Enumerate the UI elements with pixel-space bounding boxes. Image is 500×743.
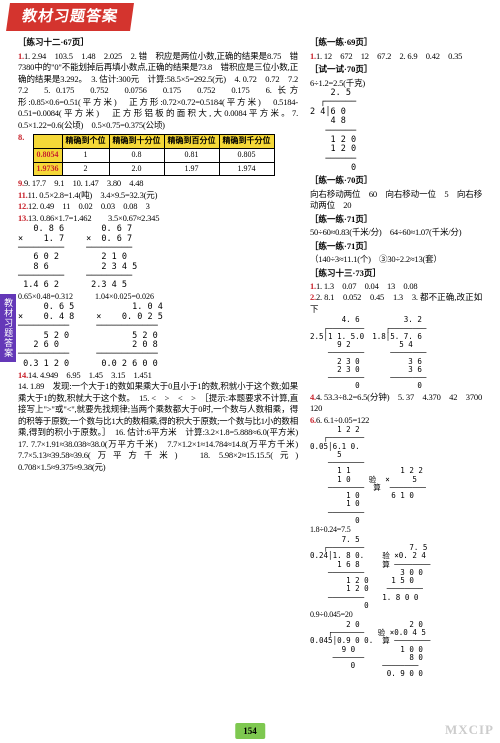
table-row: 0.8054 1 0.8 0.81 0.805	[33, 148, 274, 162]
p12-text: 12. 0.49 11 0.02 0.03 0.08 3	[28, 201, 150, 211]
calc-ab: 0. 8 6 × 1. 7 ───────── 6 0 2 8 6 ──────…	[18, 225, 298, 290]
td: 0.8054	[33, 148, 62, 162]
td: 0.8	[109, 148, 164, 162]
th-1: 精确到个位	[62, 135, 109, 149]
p15-text: 14. 1.89 发现:一个大于1的数如果乘大于0且小于1的数,积就小于这个数;…	[18, 381, 306, 471]
r6b-text: 2. 8.1 0.052 0.45 1.3 3. 都不正确,改正如下	[310, 292, 482, 313]
sec-r6: ［练习十三·73页］	[310, 268, 482, 279]
r1: 1.1. 12 672 12 67.2 2. 6.9 0.42 0.35	[310, 51, 482, 62]
td: 0.81	[164, 148, 219, 162]
table-row: 精确到个位 精确到十分位 精确到百分位 精确到千分位	[33, 135, 274, 149]
r1-text: 1. 12 672 12 67.2 2. 6.9 0.42 0.35	[316, 51, 462, 61]
para-1: 1.1. 2.94 103.5 1.48 2.025 2. 错 积应是两位小数,…	[18, 51, 298, 131]
calc-r8a: 1 2 2 ┌──────── 0.05│6.1 0. 5 ──────── 1…	[310, 426, 482, 525]
calc-r2: 2. 5 ┌────── 2 4│6 0 4 8 ────── 1 2 0 1 …	[310, 89, 482, 173]
calc-b: 0. 6 7 × 0. 6 7 ───────── 2 1 0 2 3 4 5 …	[86, 225, 137, 290]
th-blank	[33, 135, 62, 149]
r6b: 2.2. 8.1 0.052 0.45 1.3 3. 都不正确,改正如下	[310, 292, 482, 315]
calc-r6: 4. 6 ┌──────── 2.5│1 1. 5.0 9 2 ────────…	[310, 316, 482, 390]
accuracy-table: 精确到个位 精确到十分位 精确到百分位 精确到千分位 0.8054 1 0.8 …	[33, 134, 275, 176]
answer-text-1: 1. 2.94 103.5 1.48 2.025 2. 错 积应是两位小数,正确…	[18, 51, 306, 130]
p11-text: 11. 0.5×2.8=1.4(吨) 3.4×9.5=32.3(元)	[28, 190, 158, 200]
sec-r5: ［练一练·71页］	[310, 241, 482, 252]
q8-row: 8. 精确到个位 精确到十分位 精确到百分位 精确到千分位 0.8054 1 0…	[18, 132, 298, 178]
right-column: ［练一练·69页］ 1.1. 12 672 12 67.2 2. 6.9 0.4…	[306, 35, 482, 678]
page-content: ［练习十二·67页］ 1.1. 2.94 103.5 1.48 2.025 2.…	[0, 31, 500, 678]
sec-r2: ［试一试·70页］	[310, 64, 482, 75]
r3: 向右移动两位 60 向右移动一位 5 向右移动两位 20	[310, 189, 482, 212]
th-4: 精确到千分位	[219, 135, 274, 149]
p15: 14. 1.89 发现:一个大于1的数如果乘大于0且小于1的数,积就小于这个数;…	[18, 381, 298, 473]
side-tab-label: 教材习题答案	[0, 294, 16, 362]
td: 2	[62, 162, 109, 176]
r7-text: 4. 53.3÷8.2=6.5(分钟) 5. 37 4.370 42 3700 …	[310, 392, 490, 413]
calc-r6-l: 4. 6 ┌──────── 2.5│1 1. 5.0 9 2 ────────…	[310, 316, 364, 390]
cd-hdr-l: 0.65×0.48=0.312	[18, 292, 73, 303]
td: 1	[62, 148, 109, 162]
sec-r4: ［练一练·71页］	[310, 214, 482, 225]
r8-hdr-text: 6. 6.1÷0.05=122	[316, 415, 369, 425]
calc-cd: 0. 6 5 × 0. 4 8 ────────── 5 2 0 2 6 0 ─…	[18, 303, 298, 368]
r4: 50÷60≈0.83(千米/分) 64÷60≈1.07(千米/分)	[310, 227, 482, 238]
cd-headers: 0.65×0.48=0.312 1.04×0.025=0.026	[18, 292, 298, 303]
section-title-1: ［练习十二·67页］	[18, 37, 298, 48]
r6a: 1.1. 1.3 0.07 0.04 13 0.08	[310, 281, 482, 292]
r6a-text: 1. 1.3 0.07 0.04 13 0.08	[316, 281, 417, 291]
watermark: MXCIP	[445, 721, 494, 739]
p11: 11.11. 0.5×2.8=1.4(吨) 3.4×9.5=32.3(元)	[18, 190, 298, 201]
p9-text: 9. 17.7 9.1 10. 1.47 3.80 4.48	[24, 178, 143, 188]
cd-hdr-r: 1.04×0.025=0.026	[95, 292, 154, 303]
p14: 14.14. 4.949 6.95 1.45 3.15 1.451	[18, 370, 298, 381]
p9: 9.9. 17.7 9.1 10. 1.47 3.80 4.48	[18, 178, 298, 189]
q8-num: 8.	[18, 132, 24, 142]
th-3: 精确到百分位	[164, 135, 219, 149]
p13: 13.13. 0.86×1.7=1.462 3.5×0.67≈2.345	[18, 213, 298, 224]
sec-r3: ［练一练·70页］	[310, 175, 482, 186]
calc-r10: 2 0 2 0 ┌─────── 验 ×0.0 4 5 0.045│0.9 0 …	[310, 621, 482, 679]
page-number: 154	[235, 723, 265, 739]
r7: 4.4. 53.3÷8.2=6.5(分钟) 5. 37 4.370 42 370…	[310, 392, 482, 415]
td: 1.97	[164, 162, 219, 176]
p12: 12.12. 0.49 11 0.02 0.03 0.08 3	[18, 201, 298, 212]
answer-banner: 教材习题答案	[6, 3, 134, 31]
calc-d: 1. 0 4 × 0. 0 2 5 ──────────── 5 2 0 2 0…	[96, 303, 163, 368]
table-row: 1.9736 2 2.0 1.97 1.974	[33, 162, 274, 176]
th-2: 精确到十分位	[109, 135, 164, 149]
td: 2.0	[109, 162, 164, 176]
calc-a: 0. 8 6 × 1. 7 ───────── 6 0 2 8 6 ──────…	[18, 225, 64, 290]
calc-r6-r: 3. 2 ┌──────── 1.8│5. 7. 6 5 4 ──────── …	[372, 316, 426, 390]
td: 0.805	[219, 148, 274, 162]
p14-text: 14. 4.949 6.95 1.45 3.15 1.451	[28, 370, 152, 380]
td: 1.974	[219, 162, 274, 176]
left-column: ［练习十二·67页］ 1.1. 2.94 103.5 1.48 2.025 2.…	[18, 35, 306, 678]
sec-r1: ［练一练·69页］	[310, 37, 482, 48]
td: 1.9736	[33, 162, 62, 176]
calc-r9: 7. 5 ┌──────── 7. 5 0.24│1. 8 0. 验 ×0. 2…	[310, 536, 482, 610]
r5: （140÷3≈11.1(个) ③30÷2.2≈13(套）	[310, 254, 482, 265]
calc-c: 0. 6 5 × 0. 4 8 ────────── 5 2 0 2 6 0 ─…	[18, 303, 74, 368]
p13-text: 13. 0.86×1.7=1.462 3.5×0.67≈2.345	[28, 213, 159, 223]
